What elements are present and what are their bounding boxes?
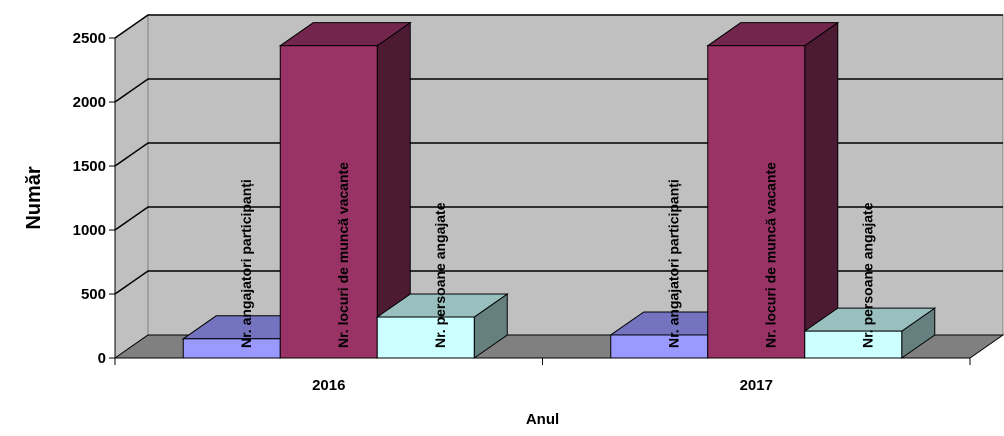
bar-series-label: Nr. locuri de muncă vacante (335, 162, 351, 348)
bar-front (707, 45, 806, 359)
x-category-label: 2016 (312, 377, 345, 394)
bar-series-label: Nr. persoane angajate (432, 202, 448, 348)
y-tick-label: 1000 (73, 222, 106, 239)
bar-series-label: Nr. locuri de muncă vacante (763, 162, 779, 348)
y-tick-label: 500 (81, 286, 106, 303)
y-tick-label: 0 (98, 350, 106, 367)
y-tick-label: 2500 (73, 30, 106, 47)
y-tick-label: 1500 (73, 158, 106, 175)
bar (706, 21, 840, 359)
x-axis-title: Anul (526, 411, 559, 428)
bar-front (182, 338, 281, 359)
bar (278, 21, 412, 359)
x-category-label: 2017 (740, 377, 773, 394)
gridline (114, 14, 1003, 39)
y-tick-label: 2000 (73, 94, 106, 111)
bar-front (610, 334, 709, 359)
side-wall (114, 14, 149, 359)
bars (181, 21, 937, 359)
bar-front (804, 330, 903, 359)
labels: Nr. angajatori participanți Nr. locuri de… (238, 162, 876, 348)
bar-front (376, 316, 475, 359)
bar (375, 293, 509, 359)
bar-series-label: Nr. angajatori participanți (238, 179, 254, 348)
bar-front (279, 45, 378, 359)
bar (803, 307, 937, 359)
y-axis-title: Număr (23, 166, 45, 230)
bar-series-label: Nr. angajatori participanți (666, 179, 682, 348)
bar-side (804, 21, 839, 359)
bar-series-label: Nr. persoane angajate (860, 202, 876, 348)
